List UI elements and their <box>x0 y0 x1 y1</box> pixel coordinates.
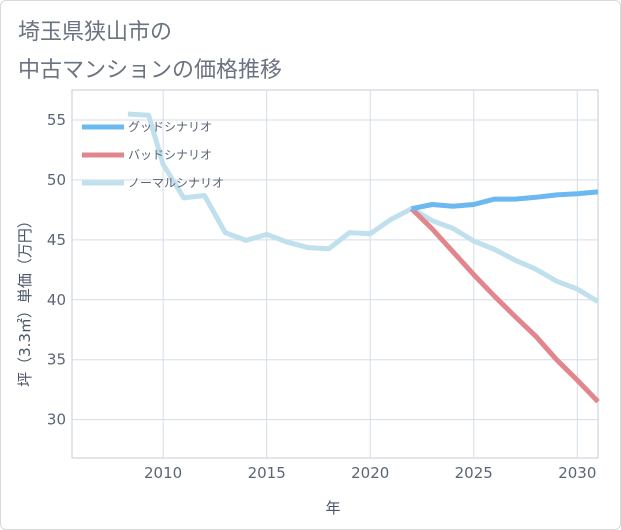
x-tick-label: 2025 <box>455 464 493 482</box>
x-tick-label: 2020 <box>351 464 389 482</box>
x-tick-label: 2030 <box>558 464 596 482</box>
legend-item-bad: バッドシナリオ <box>82 148 212 162</box>
chart-title-line2: 中古マンションの価格推移 <box>18 58 283 83</box>
legend-label: グッドシナリオ <box>128 120 212 134</box>
legend-label: ノーマルシナリオ <box>128 176 224 190</box>
y-tick-label: 35 <box>47 351 66 369</box>
y-tick-label: 55 <box>47 111 66 129</box>
y-tick-label: 30 <box>47 411 66 429</box>
legend-label: バッドシナリオ <box>128 148 212 162</box>
good-scenario-line <box>411 189 599 212</box>
x-axis-title: 年 <box>325 499 340 517</box>
x-tick-label: 2010 <box>144 464 182 482</box>
chart-title: 埼玉県狭山市の 中古マンションの価格推移 <box>18 14 282 90</box>
y-tick-label: 50 <box>47 171 66 189</box>
tick-labels: 2010 2015 2020 2025 2030 30 35 40 45 50 55 <box>47 111 596 482</box>
legend-item-good: グッドシナリオ <box>82 120 212 134</box>
y-axis-title: 坪（3.3㎡）単価（万円） <box>16 213 34 387</box>
series-lines <box>127 111 600 404</box>
bad-scenario-line <box>409 206 600 404</box>
normal-scenario-line <box>127 111 600 304</box>
x-tick-label: 2015 <box>248 464 286 482</box>
y-tick-label: 45 <box>47 231 66 249</box>
y-tick-label: 40 <box>47 291 66 309</box>
legend-item-normal: ノーマルシナリオ <box>82 176 224 190</box>
plot-area <box>71 89 599 459</box>
chart-title-line1: 埼玉県狭山市の <box>18 20 173 45</box>
